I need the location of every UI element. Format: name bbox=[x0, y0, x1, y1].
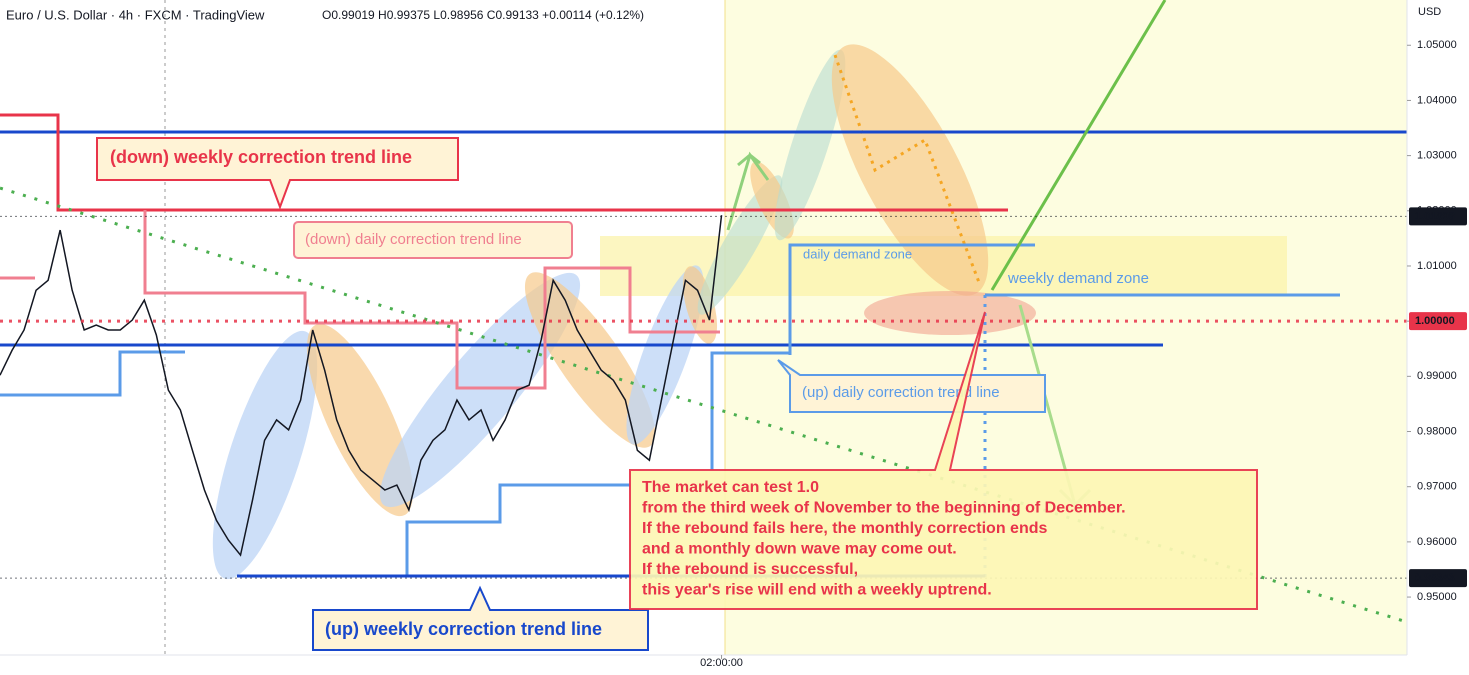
callouts: (down) weekly correction trend line (dow… bbox=[96, 137, 1258, 651]
y-tick-label: 0.97000 bbox=[1417, 481, 1457, 493]
wave bbox=[524, 272, 656, 448]
y-tick-label: 0.95000 bbox=[1417, 591, 1457, 603]
price-axis bbox=[1407, 0, 1469, 675]
wave bbox=[774, 49, 846, 241]
note-box bbox=[629, 311, 1258, 610]
y-tick-label: 1.05000 bbox=[1417, 39, 1457, 51]
y-tick-label: 0.98000 bbox=[1417, 425, 1457, 437]
wave bbox=[626, 265, 704, 445]
price-marker-label: 1.01898 bbox=[1415, 210, 1455, 222]
price-marker bbox=[1409, 312, 1467, 331]
callout-text: (down) weekly correction trend line bbox=[110, 147, 412, 167]
note-line: from the third week of November to the b… bbox=[642, 500, 1126, 517]
y-tick-label: 1.03000 bbox=[1417, 150, 1457, 162]
down-weekly-line bbox=[0, 113, 1008, 212]
y-axis-label: USD bbox=[1418, 6, 1441, 18]
wave bbox=[831, 44, 989, 296]
y-tick-label: 1.01000 bbox=[1417, 260, 1457, 272]
callout-box bbox=[293, 221, 573, 259]
y-tick-label: 0.96000 bbox=[1417, 536, 1457, 548]
ohlc: O0.99019 H0.99375 L0.98956 C0.99133 +0.0… bbox=[322, 8, 644, 22]
note-line: If the rebound is successful, bbox=[642, 561, 858, 578]
note: The market can test 1.0 from the third we… bbox=[642, 479, 1126, 599]
demand-ellipse bbox=[864, 291, 1036, 335]
callout-box bbox=[96, 137, 459, 210]
chart-title: Euro / U.S. Dollar · 4h · FXCM · Trading… bbox=[6, 7, 265, 22]
up-projection bbox=[990, 0, 1167, 291]
wave bbox=[379, 272, 581, 508]
price-marker-label: 0.95343 bbox=[1415, 572, 1455, 584]
y-tick-label: 1.04000 bbox=[1417, 94, 1457, 106]
down-daily-line bbox=[0, 210, 720, 390]
note-line: this year's rise will end with a weekly … bbox=[642, 582, 992, 599]
note-line: If the rebound fails here, the monthly c… bbox=[642, 520, 1047, 537]
wave bbox=[212, 330, 318, 580]
price-layer bbox=[0, 215, 1407, 579]
callout-text: (down) daily correction trend line bbox=[305, 231, 522, 248]
wave bbox=[306, 323, 414, 517]
note-line: and a monthly down wave may come out. bbox=[642, 541, 957, 558]
callout-text: (up) weekly correction trend line bbox=[325, 619, 602, 639]
x-tick-label: 02:00:00 bbox=[700, 657, 743, 669]
projection bbox=[833, 54, 982, 286]
price-line bbox=[0, 215, 723, 557]
zone-label: weekly demand zone bbox=[1007, 270, 1149, 287]
demand-bounds bbox=[788, 245, 987, 580]
zone-label: daily demand zone bbox=[803, 246, 912, 261]
projection bbox=[726, 151, 770, 231]
note-line: The market can test 1.0 bbox=[642, 479, 819, 496]
price-marker bbox=[1409, 569, 1467, 588]
up-daily-line bbox=[0, 243, 1340, 577]
markers: 0.95000 0.96000 0.97000 0.98000 0.99000 1.000… bbox=[700, 39, 1467, 669]
callout-box bbox=[777, 359, 1046, 413]
callout-box bbox=[312, 585, 649, 651]
y-tick-label: 0.99000 bbox=[1417, 370, 1457, 382]
price-marker-label: 1.00000 bbox=[1415, 315, 1455, 327]
price-marker bbox=[1409, 207, 1467, 226]
callout-text: (up) daily correction trend line bbox=[802, 384, 1000, 401]
